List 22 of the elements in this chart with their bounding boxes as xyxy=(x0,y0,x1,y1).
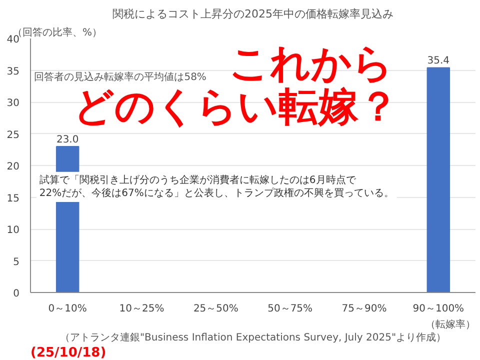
y-tick-label: 5 xyxy=(13,256,20,268)
annotation: 試算で「関税引き上げ分のうち企業が消費者に転嫁したのは6月時点で 22%だが、今後は67%になる」と公表し、トランプ政権の不興を買っている。 xyxy=(39,174,394,200)
y-tick-label: 35 xyxy=(6,66,20,78)
data-label: 35.4 xyxy=(427,56,450,67)
y-tick-label: 10 xyxy=(6,225,20,236)
x-tick-label: 0～10% xyxy=(48,304,87,314)
data-label: 23.0 xyxy=(56,134,79,146)
y-tick-label: 0 xyxy=(13,288,20,300)
x-tick-label: 90～100% xyxy=(412,304,464,314)
text: （アトランタ連銀"Business Inflation Expectations Survey, July 2025"より作成） xyxy=(60,332,446,344)
y-tick-label: 15 xyxy=(6,193,20,204)
y-tick-label: 30 xyxy=(6,98,20,109)
annotation: 回答者の見込み転嫁率の平均値は58% xyxy=(34,70,206,83)
x-tick-label: 50～75% xyxy=(268,304,313,314)
x-tick-label: 75～90% xyxy=(342,304,387,314)
x-tick-label: 10～25% xyxy=(119,304,164,314)
chart-title: 関税によるコスト上昇分の2025年中の価格転嫁率見込み xyxy=(112,8,394,20)
y-tick-label: 20 xyxy=(6,162,20,172)
x-axis-title: （転嫁率） xyxy=(426,318,476,330)
y-tick-label: 25 xyxy=(6,130,20,141)
x-tick-label: 25～50% xyxy=(193,304,238,314)
text: (25/10/18) xyxy=(30,346,106,360)
